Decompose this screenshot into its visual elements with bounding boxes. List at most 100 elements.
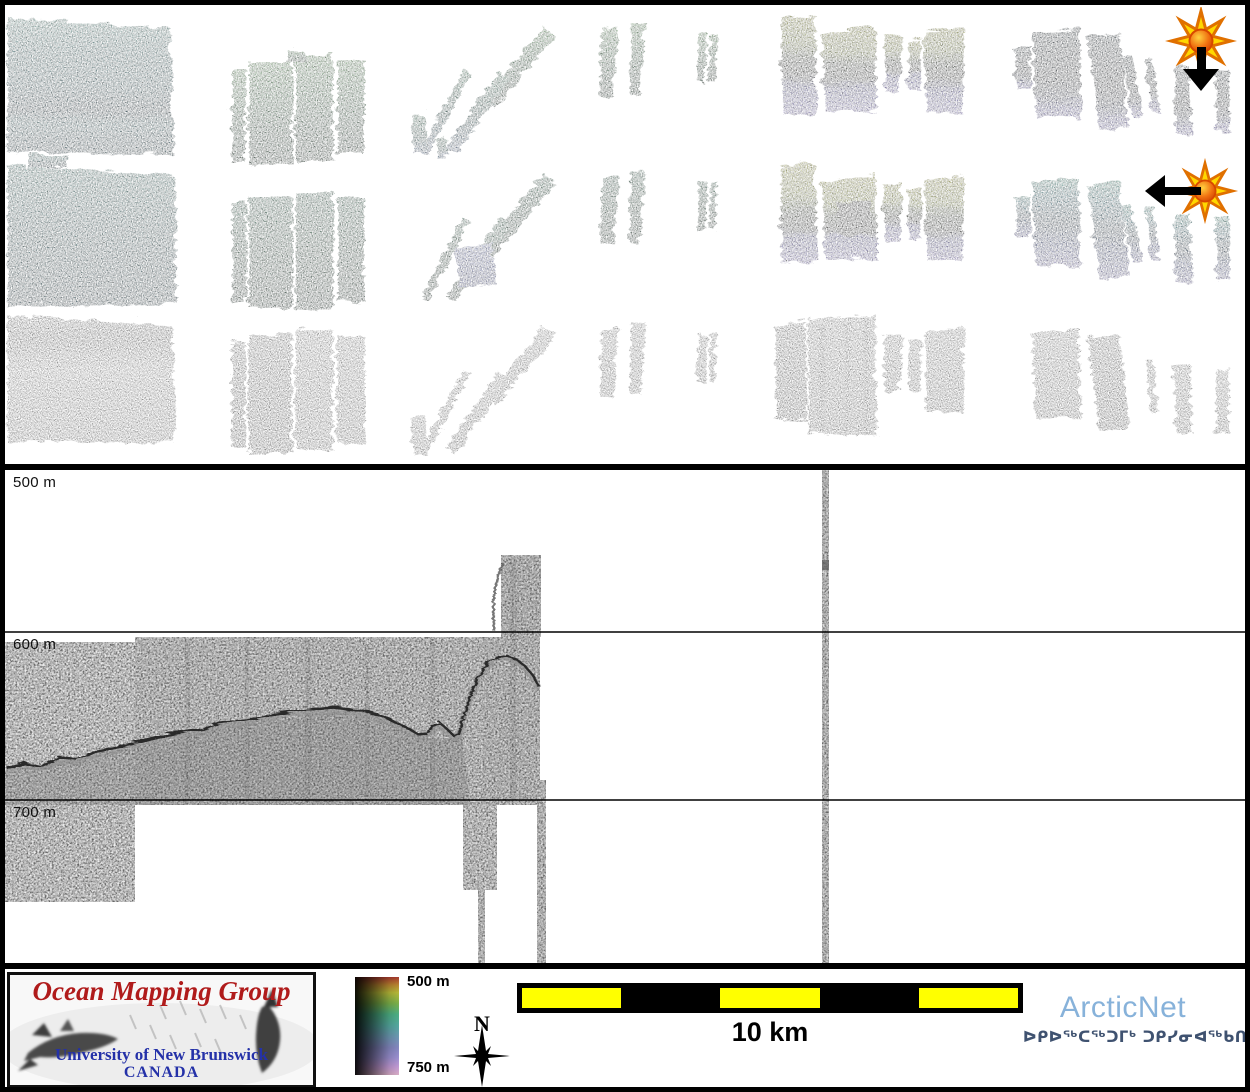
swath-patch	[1013, 193, 1029, 235]
swath-patch	[1172, 63, 1190, 133]
omg-country: CANADA	[123, 1064, 200, 1081]
sub-seafloor-shading	[5, 712, 470, 805]
depth-label-700: 700 m	[13, 804, 57, 821]
swath-patch	[1172, 363, 1190, 433]
arrow-down-head	[1183, 69, 1219, 91]
profile-patch	[537, 780, 546, 963]
swath-patch	[778, 161, 815, 261]
swath-patch	[1085, 331, 1127, 429]
swath-patch	[246, 59, 290, 162]
sun-illumination-north-icon	[1165, 7, 1237, 91]
arcticnet-inuktitut: ᐅᑭᐅᖅᑕᖅᑐᒥᒃ ᑐᑭᓯᓂᐊᖅᑲᑎᒌᑦ	[1023, 1028, 1245, 1046]
scale-bar-segment	[621, 988, 721, 1008]
swath-patch	[707, 30, 715, 79]
swath-patch	[778, 13, 815, 113]
omg-title: Ocean Mapping Group	[32, 976, 291, 1006]
swath-patch	[1013, 45, 1029, 87]
swath-patch	[453, 241, 493, 285]
arrow-left-stem	[1161, 187, 1201, 195]
swath-patch	[5, 15, 172, 152]
swath-patch	[419, 215, 468, 299]
swath-patch	[627, 320, 643, 393]
reflector-line	[5, 652, 540, 768]
swath-patch	[230, 340, 243, 445]
band	[510, 560, 516, 800]
swath-patch	[820, 25, 875, 110]
swath-patch	[597, 324, 617, 395]
swath-patch	[881, 32, 900, 91]
swath-patch	[835, 197, 869, 235]
swath-patch	[881, 180, 900, 239]
swath-patch	[25, 153, 65, 165]
swath-patch	[843, 319, 847, 429]
towfish-left-icon	[18, 1019, 118, 1071]
profile-strip-dark-blip	[822, 560, 829, 570]
omg-logo-art	[10, 989, 313, 1085]
swath-patch	[695, 180, 706, 229]
subbottom-profile-panel: 500 m 600 m 700 m	[5, 470, 1245, 963]
swath-patch	[1031, 175, 1079, 265]
swath-patch	[1085, 31, 1127, 129]
arrow-down-stem	[1197, 47, 1206, 71]
profile-patch	[483, 637, 540, 805]
logo-dashes	[129, 1000, 247, 1054]
swath-row-backscatter	[5, 313, 1228, 454]
north-label: N	[474, 1011, 490, 1036]
swath-patch	[246, 195, 290, 307]
swath-patch	[419, 67, 468, 151]
logo-wash	[10, 1003, 313, 1085]
swath-patch	[772, 319, 805, 419]
swath-patch	[1143, 357, 1157, 411]
swath-patch	[230, 67, 243, 159]
scale-bar-segment	[819, 988, 919, 1008]
swath-row-shaded-relief-west	[5, 161, 1228, 307]
depth-label-500: 500 m	[13, 474, 57, 491]
swath-patch	[293, 327, 331, 449]
profile-patch	[478, 890, 485, 963]
omg-university: University of New Brunswick	[55, 1045, 268, 1064]
compass-star	[454, 1025, 510, 1087]
swath-patch	[627, 20, 643, 93]
swath-patch	[335, 195, 362, 300]
subbottom-profile-graphic	[5, 470, 1245, 963]
swath-patch	[707, 178, 715, 227]
scale-bar-segment	[522, 988, 622, 1008]
swath-patch	[1172, 211, 1190, 281]
swath-patch	[230, 200, 244, 300]
seafloor-reflector	[5, 561, 541, 772]
swath-patch	[1213, 215, 1228, 279]
scale-bar	[517, 983, 1023, 1013]
swath-patch	[284, 49, 304, 59]
swath-patch	[1031, 327, 1079, 417]
profile-navigation-strip	[822, 470, 829, 963]
omg-logo: Ocean Mapping Group University of New Br…	[7, 972, 316, 1087]
towfish-right-icon	[255, 989, 281, 1073]
upper-column-reflector	[491, 561, 503, 631]
swath-patch	[246, 333, 290, 451]
swath-patch	[1119, 55, 1141, 115]
swath-patch	[419, 367, 468, 451]
band	[185, 640, 190, 802]
swath-patch	[881, 332, 900, 391]
profile-patch	[501, 555, 541, 637]
swath-patch	[335, 333, 362, 441]
swath-patch	[1213, 367, 1228, 431]
colorbar-bottom-label: 750 m	[407, 1059, 450, 1076]
swath-patch	[922, 173, 962, 259]
profile-patch	[463, 805, 497, 890]
swath-patch	[805, 313, 875, 433]
scale-bar-segment	[720, 988, 820, 1008]
colorbar-top-label: 500 m	[407, 973, 450, 990]
swath-patch	[409, 413, 425, 454]
arcticnet-wordmark: ArcticNet	[1059, 991, 1187, 1024]
footer-panel: Ocean Mapping Group University of New Br…	[5, 969, 1245, 1087]
swath-patch	[597, 24, 617, 95]
band	[430, 640, 435, 802]
swath-patch	[861, 317, 866, 429]
compass-star-icon	[454, 1025, 510, 1087]
scale-bar-label: 10 km	[731, 1017, 809, 1047]
swath-patch	[1143, 57, 1157, 111]
swath-patch	[707, 330, 715, 379]
swath-patch	[695, 32, 706, 81]
